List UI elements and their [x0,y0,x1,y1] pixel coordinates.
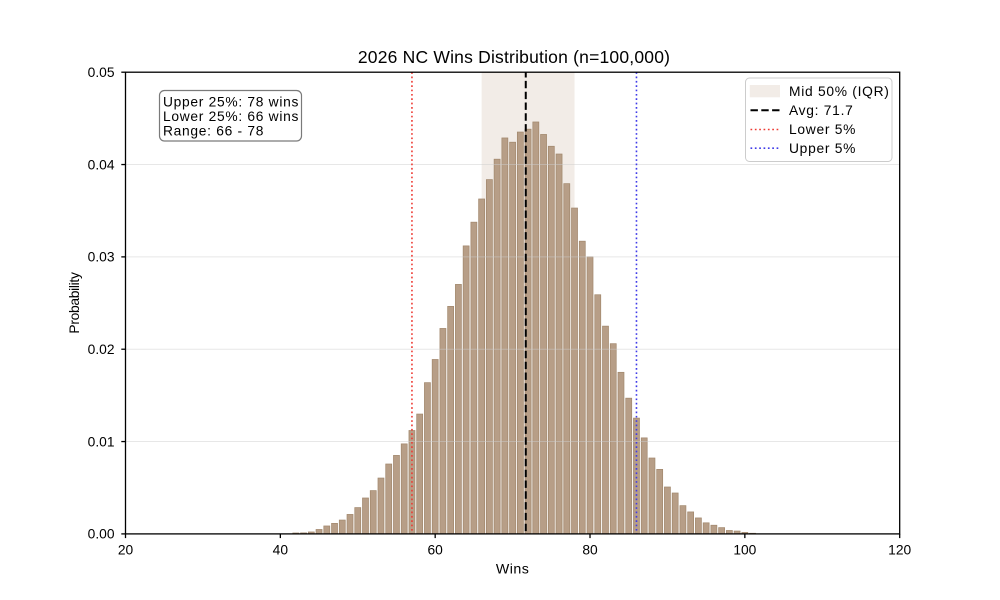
svg-text:0.01: 0.01 [88,434,115,449]
svg-text:0.00: 0.00 [88,527,115,542]
svg-text:Lower 25%: 66 wins: Lower 25%: 66 wins [163,109,299,124]
svg-text:Upper 25%: 78 wins: Upper 25%: 78 wins [163,94,299,109]
svg-text:Mid 50% (IQR): Mid 50% (IQR) [789,84,890,99]
svg-text:Wins: Wins [496,562,530,578]
svg-text:0.03: 0.03 [88,250,115,265]
svg-text:Upper 5%: Upper 5% [789,141,856,156]
svg-text:100: 100 [733,543,756,558]
svg-text:Lower 5%: Lower 5% [789,122,856,137]
svg-text:0.02: 0.02 [88,342,115,357]
svg-text:0.04: 0.04 [88,157,115,172]
svg-text:Avg: 71.7: Avg: 71.7 [789,103,854,118]
svg-text:60: 60 [428,543,444,558]
svg-text:0.05: 0.05 [88,65,115,80]
svg-text:Probability: Probability [67,272,82,334]
svg-text:2026 NC Wins Distribution (n=1: 2026 NC Wins Distribution (n=100,000) [358,47,670,67]
svg-text:20: 20 [118,543,134,558]
svg-text:Range: 66 - 78: Range: 66 - 78 [163,123,264,138]
svg-text:120: 120 [888,543,911,558]
svg-text:40: 40 [273,543,289,558]
svg-text:80: 80 [582,543,598,558]
